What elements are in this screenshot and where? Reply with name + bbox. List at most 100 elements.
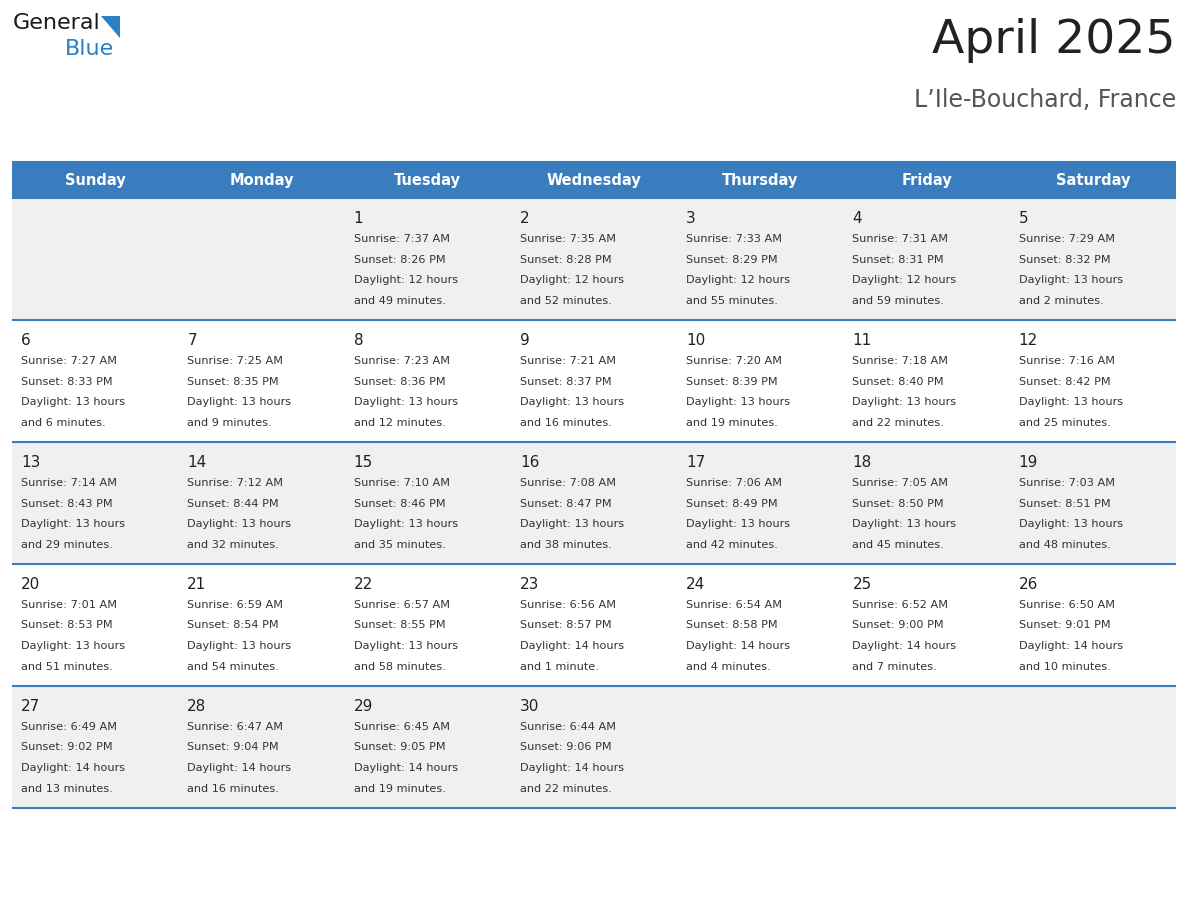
Text: Sunrise: 7:18 AM: Sunrise: 7:18 AM: [853, 356, 948, 366]
Text: 17: 17: [687, 455, 706, 470]
Text: Sunset: 8:29 PM: Sunset: 8:29 PM: [687, 254, 778, 264]
Text: 23: 23: [520, 577, 539, 592]
Text: Daylight: 14 hours: Daylight: 14 hours: [21, 763, 125, 773]
Text: Daylight: 14 hours: Daylight: 14 hours: [1019, 641, 1123, 651]
Text: 26: 26: [1019, 577, 1038, 592]
Text: Daylight: 13 hours: Daylight: 13 hours: [687, 397, 790, 407]
Text: Friday: Friday: [902, 173, 952, 187]
Text: 12: 12: [1019, 333, 1038, 348]
Text: and 48 minutes.: and 48 minutes.: [1019, 540, 1111, 550]
Text: Daylight: 13 hours: Daylight: 13 hours: [188, 519, 291, 529]
Text: and 32 minutes.: and 32 minutes.: [188, 540, 279, 550]
Text: Sunrise: 6:49 AM: Sunrise: 6:49 AM: [21, 722, 116, 732]
Text: Sunrise: 6:56 AM: Sunrise: 6:56 AM: [520, 600, 615, 610]
Text: Daylight: 12 hours: Daylight: 12 hours: [520, 275, 624, 285]
Text: Sunset: 8:39 PM: Sunset: 8:39 PM: [687, 376, 778, 386]
Text: Daylight: 14 hours: Daylight: 14 hours: [520, 641, 624, 651]
Text: Sunset: 9:04 PM: Sunset: 9:04 PM: [188, 743, 279, 753]
Text: and 38 minutes.: and 38 minutes.: [520, 540, 612, 550]
Text: 18: 18: [853, 455, 872, 470]
Text: Sunrise: 7:37 AM: Sunrise: 7:37 AM: [354, 234, 449, 244]
Text: Sunset: 8:37 PM: Sunset: 8:37 PM: [520, 376, 612, 386]
Text: Sunset: 9:05 PM: Sunset: 9:05 PM: [354, 743, 446, 753]
Text: 13: 13: [21, 455, 40, 470]
Text: Sunset: 8:58 PM: Sunset: 8:58 PM: [687, 621, 778, 631]
Text: Sunset: 8:57 PM: Sunset: 8:57 PM: [520, 621, 612, 631]
Text: 1: 1: [354, 211, 364, 226]
Text: Sunset: 9:00 PM: Sunset: 9:00 PM: [853, 621, 944, 631]
Text: Sunrise: 6:57 AM: Sunrise: 6:57 AM: [354, 600, 449, 610]
Text: Daylight: 13 hours: Daylight: 13 hours: [354, 397, 457, 407]
Text: Daylight: 13 hours: Daylight: 13 hours: [354, 519, 457, 529]
Text: and 16 minutes.: and 16 minutes.: [188, 783, 279, 793]
Text: Daylight: 13 hours: Daylight: 13 hours: [21, 519, 125, 529]
Text: Daylight: 14 hours: Daylight: 14 hours: [520, 763, 624, 773]
Text: Sunset: 9:02 PM: Sunset: 9:02 PM: [21, 743, 113, 753]
Text: Daylight: 14 hours: Daylight: 14 hours: [188, 763, 291, 773]
Text: Daylight: 13 hours: Daylight: 13 hours: [1019, 275, 1123, 285]
Text: Sunrise: 7:05 AM: Sunrise: 7:05 AM: [853, 478, 948, 488]
Text: and 35 minutes.: and 35 minutes.: [354, 540, 446, 550]
Text: Daylight: 13 hours: Daylight: 13 hours: [354, 641, 457, 651]
Text: Sunset: 8:32 PM: Sunset: 8:32 PM: [1019, 254, 1111, 264]
Bar: [12, 320, 1176, 442]
Text: Sunset: 8:54 PM: Sunset: 8:54 PM: [188, 621, 279, 631]
Text: Daylight: 13 hours: Daylight: 13 hours: [520, 519, 624, 529]
Text: 6: 6: [21, 333, 31, 348]
Text: and 25 minutes.: and 25 minutes.: [1019, 418, 1111, 428]
Text: Sunset: 8:31 PM: Sunset: 8:31 PM: [853, 254, 944, 264]
Text: Sunrise: 7:33 AM: Sunrise: 7:33 AM: [687, 234, 782, 244]
Text: Sunrise: 7:12 AM: Sunrise: 7:12 AM: [188, 478, 283, 488]
Text: 9: 9: [520, 333, 530, 348]
Text: Sunset: 8:55 PM: Sunset: 8:55 PM: [354, 621, 446, 631]
Text: Monday: Monday: [229, 173, 293, 187]
Text: Daylight: 12 hours: Daylight: 12 hours: [354, 275, 457, 285]
Bar: [12, 564, 1176, 686]
Text: Sunrise: 7:35 AM: Sunrise: 7:35 AM: [520, 234, 615, 244]
Text: L’Ile-Bouchard, France: L’Ile-Bouchard, France: [914, 88, 1176, 112]
Text: Sunset: 8:44 PM: Sunset: 8:44 PM: [188, 498, 279, 509]
Text: and 52 minutes.: and 52 minutes.: [520, 296, 612, 306]
Text: Sunset: 9:01 PM: Sunset: 9:01 PM: [1019, 621, 1111, 631]
Text: Sunset: 8:26 PM: Sunset: 8:26 PM: [354, 254, 446, 264]
Text: Sunday: Sunday: [65, 173, 126, 187]
Text: Sunset: 8:49 PM: Sunset: 8:49 PM: [687, 498, 778, 509]
Text: 11: 11: [853, 333, 872, 348]
Text: and 9 minutes.: and 9 minutes.: [188, 418, 272, 428]
Text: 16: 16: [520, 455, 539, 470]
Text: and 51 minutes.: and 51 minutes.: [21, 662, 113, 671]
Text: Sunrise: 6:47 AM: Sunrise: 6:47 AM: [188, 722, 283, 732]
Text: 22: 22: [354, 577, 373, 592]
Text: and 2 minutes.: and 2 minutes.: [1019, 296, 1104, 306]
Text: Sunset: 8:50 PM: Sunset: 8:50 PM: [853, 498, 944, 509]
Text: and 19 minutes.: and 19 minutes.: [687, 418, 778, 428]
Text: Sunrise: 7:25 AM: Sunrise: 7:25 AM: [188, 356, 283, 366]
Text: and 55 minutes.: and 55 minutes.: [687, 296, 778, 306]
Text: Sunrise: 6:59 AM: Sunrise: 6:59 AM: [188, 600, 283, 610]
Text: Sunset: 8:43 PM: Sunset: 8:43 PM: [21, 498, 113, 509]
Text: Saturday: Saturday: [1056, 173, 1130, 187]
Text: Sunrise: 7:08 AM: Sunrise: 7:08 AM: [520, 478, 615, 488]
Text: Sunrise: 7:14 AM: Sunrise: 7:14 AM: [21, 478, 116, 488]
Text: and 7 minutes.: and 7 minutes.: [853, 662, 937, 671]
Text: and 22 minutes.: and 22 minutes.: [520, 783, 612, 793]
Text: Sunrise: 6:52 AM: Sunrise: 6:52 AM: [853, 600, 948, 610]
Text: and 6 minutes.: and 6 minutes.: [21, 418, 106, 428]
Text: Sunset: 8:46 PM: Sunset: 8:46 PM: [354, 498, 446, 509]
Text: Sunrise: 7:27 AM: Sunrise: 7:27 AM: [21, 356, 116, 366]
Text: 15: 15: [354, 455, 373, 470]
Text: Thursday: Thursday: [722, 173, 798, 187]
Text: 21: 21: [188, 577, 207, 592]
Text: Sunset: 8:35 PM: Sunset: 8:35 PM: [188, 376, 279, 386]
Text: Sunrise: 7:03 AM: Sunrise: 7:03 AM: [1019, 478, 1114, 488]
Text: Sunset: 9:06 PM: Sunset: 9:06 PM: [520, 743, 612, 753]
Text: and 59 minutes.: and 59 minutes.: [853, 296, 944, 306]
Text: 10: 10: [687, 333, 706, 348]
Text: and 13 minutes.: and 13 minutes.: [21, 783, 113, 793]
Text: Sunrise: 7:01 AM: Sunrise: 7:01 AM: [21, 600, 116, 610]
Text: Sunrise: 7:20 AM: Sunrise: 7:20 AM: [687, 356, 782, 366]
Text: 20: 20: [21, 577, 40, 592]
Text: Sunrise: 7:21 AM: Sunrise: 7:21 AM: [520, 356, 615, 366]
Text: 25: 25: [853, 577, 872, 592]
Text: and 49 minutes.: and 49 minutes.: [354, 296, 446, 306]
